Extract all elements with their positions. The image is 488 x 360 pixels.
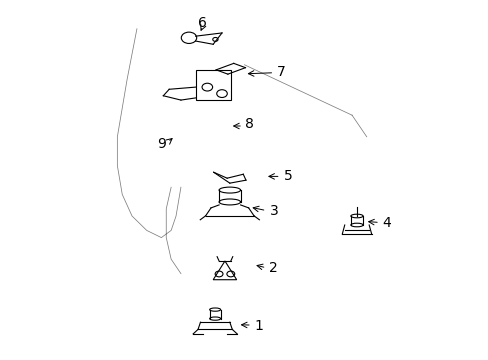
Text: 5: 5 [284,170,292,183]
Text: 6: 6 [198,17,207,30]
Text: 9: 9 [157,137,165,151]
Text: 1: 1 [254,319,263,333]
Bar [195,70,230,100]
Text: 8: 8 [244,117,253,131]
Text: 4: 4 [381,216,390,230]
Text: 2: 2 [269,261,278,275]
Text: 7: 7 [276,65,285,79]
Text: 3: 3 [269,204,278,217]
